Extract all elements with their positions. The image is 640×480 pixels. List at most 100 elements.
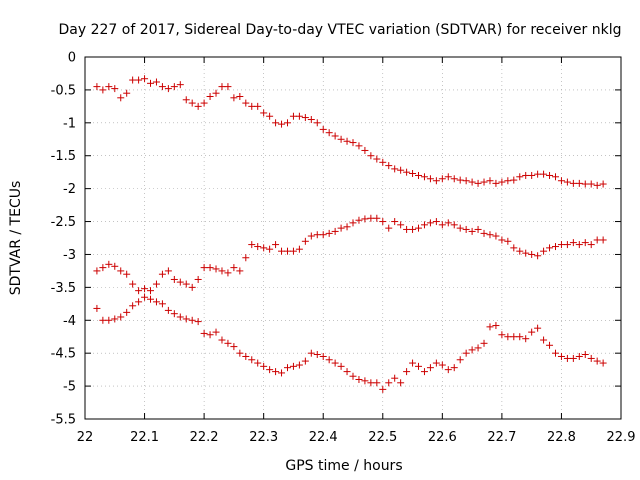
data-point bbox=[266, 366, 274, 374]
plot-frame bbox=[84, 56, 622, 420]
data-point bbox=[522, 171, 530, 179]
data-point bbox=[409, 169, 417, 177]
data-point bbox=[301, 237, 309, 245]
data-point bbox=[569, 179, 577, 187]
data-point bbox=[385, 224, 393, 232]
data-point bbox=[432, 218, 440, 226]
y-tick-label: -5.5 bbox=[51, 413, 76, 428]
data-point bbox=[152, 298, 160, 306]
y-tick-label: -5 bbox=[63, 380, 76, 395]
data-point bbox=[516, 247, 524, 255]
data-point bbox=[164, 306, 172, 314]
series-1 bbox=[93, 75, 607, 189]
data-point bbox=[349, 219, 357, 227]
data-point bbox=[462, 349, 470, 357]
data-point bbox=[212, 328, 220, 336]
data-point bbox=[599, 236, 607, 244]
data-point bbox=[218, 336, 226, 344]
data-point bbox=[450, 364, 458, 372]
data-point bbox=[272, 241, 280, 249]
x-tick-labels: 22 22.1 22.2 22.3 22.4 22.5 22.6 22.7 22.8 22.9 bbox=[77, 430, 636, 445]
y-tick-label: -0.5 bbox=[51, 83, 76, 98]
data-point bbox=[295, 112, 303, 120]
data-point bbox=[361, 215, 369, 223]
data-point bbox=[474, 179, 482, 187]
data-point bbox=[480, 229, 488, 237]
data-point bbox=[242, 254, 250, 262]
data-point bbox=[480, 339, 488, 347]
data-point bbox=[420, 368, 428, 376]
data-point bbox=[188, 99, 196, 107]
data-point bbox=[391, 165, 399, 173]
data-point bbox=[129, 302, 137, 310]
data-point bbox=[289, 247, 297, 255]
data-point bbox=[331, 132, 339, 140]
data-point bbox=[200, 99, 208, 107]
data-point bbox=[575, 352, 583, 360]
data-point bbox=[111, 315, 119, 323]
data-point bbox=[420, 221, 428, 229]
data-point bbox=[254, 102, 262, 110]
data-point bbox=[563, 241, 571, 249]
data-point bbox=[295, 245, 303, 253]
data-point bbox=[224, 339, 232, 347]
data-point bbox=[593, 236, 601, 244]
data-point bbox=[420, 173, 428, 181]
data-point bbox=[486, 177, 494, 185]
data-point bbox=[182, 280, 190, 288]
data-point bbox=[379, 158, 387, 166]
data-point bbox=[135, 76, 143, 84]
data-point bbox=[373, 379, 381, 387]
data-point bbox=[188, 316, 196, 324]
data-point bbox=[438, 221, 446, 229]
data-point bbox=[367, 152, 375, 160]
data-point bbox=[504, 177, 512, 185]
data-point bbox=[355, 376, 363, 384]
data-point bbox=[355, 142, 363, 150]
data-point bbox=[498, 331, 506, 339]
data-point bbox=[147, 287, 155, 295]
data-point bbox=[224, 83, 232, 91]
x-tick-label: 22.7 bbox=[487, 430, 516, 445]
data-point bbox=[557, 177, 565, 185]
data-point bbox=[313, 119, 321, 127]
data-point bbox=[468, 346, 476, 354]
data-point bbox=[236, 349, 244, 357]
y-tick-label: 0 bbox=[68, 51, 76, 66]
y-tick-labels: 0 -0.5 -1 -1.5 -2 -2.5 -3 -3.5 -4 -4.5 -5 -5.5 bbox=[51, 51, 76, 428]
data-point bbox=[528, 250, 536, 258]
y-tick-label: -3.5 bbox=[51, 281, 76, 296]
series-3 bbox=[93, 293, 607, 393]
data-point bbox=[373, 155, 381, 163]
data-point bbox=[498, 236, 506, 244]
data-point bbox=[307, 349, 315, 357]
data-point bbox=[343, 137, 351, 145]
data-point bbox=[337, 362, 345, 370]
data-point bbox=[117, 313, 125, 321]
axis-ticks bbox=[84, 56, 622, 420]
data-point bbox=[391, 374, 399, 382]
data-point bbox=[337, 135, 345, 143]
data-point bbox=[248, 356, 256, 364]
data-point bbox=[510, 176, 518, 184]
data-point bbox=[278, 369, 286, 377]
data-point bbox=[557, 241, 565, 249]
data-point bbox=[283, 247, 291, 255]
data-point bbox=[462, 177, 470, 185]
data-point bbox=[182, 315, 190, 323]
data-point bbox=[242, 352, 250, 360]
y-tick-label: -2 bbox=[63, 182, 76, 197]
data-point bbox=[254, 359, 262, 367]
data-point bbox=[260, 109, 268, 117]
x-axis-label: GPS time / hours bbox=[285, 458, 402, 474]
data-point bbox=[426, 175, 434, 183]
x-tick-label: 22.9 bbox=[607, 430, 636, 445]
y-tick-label: -1.5 bbox=[51, 149, 76, 164]
data-point bbox=[248, 241, 256, 249]
data-point bbox=[331, 227, 339, 235]
data-point bbox=[403, 168, 411, 176]
data-point bbox=[164, 267, 172, 275]
data-point bbox=[319, 352, 327, 360]
data-point bbox=[551, 349, 559, 357]
